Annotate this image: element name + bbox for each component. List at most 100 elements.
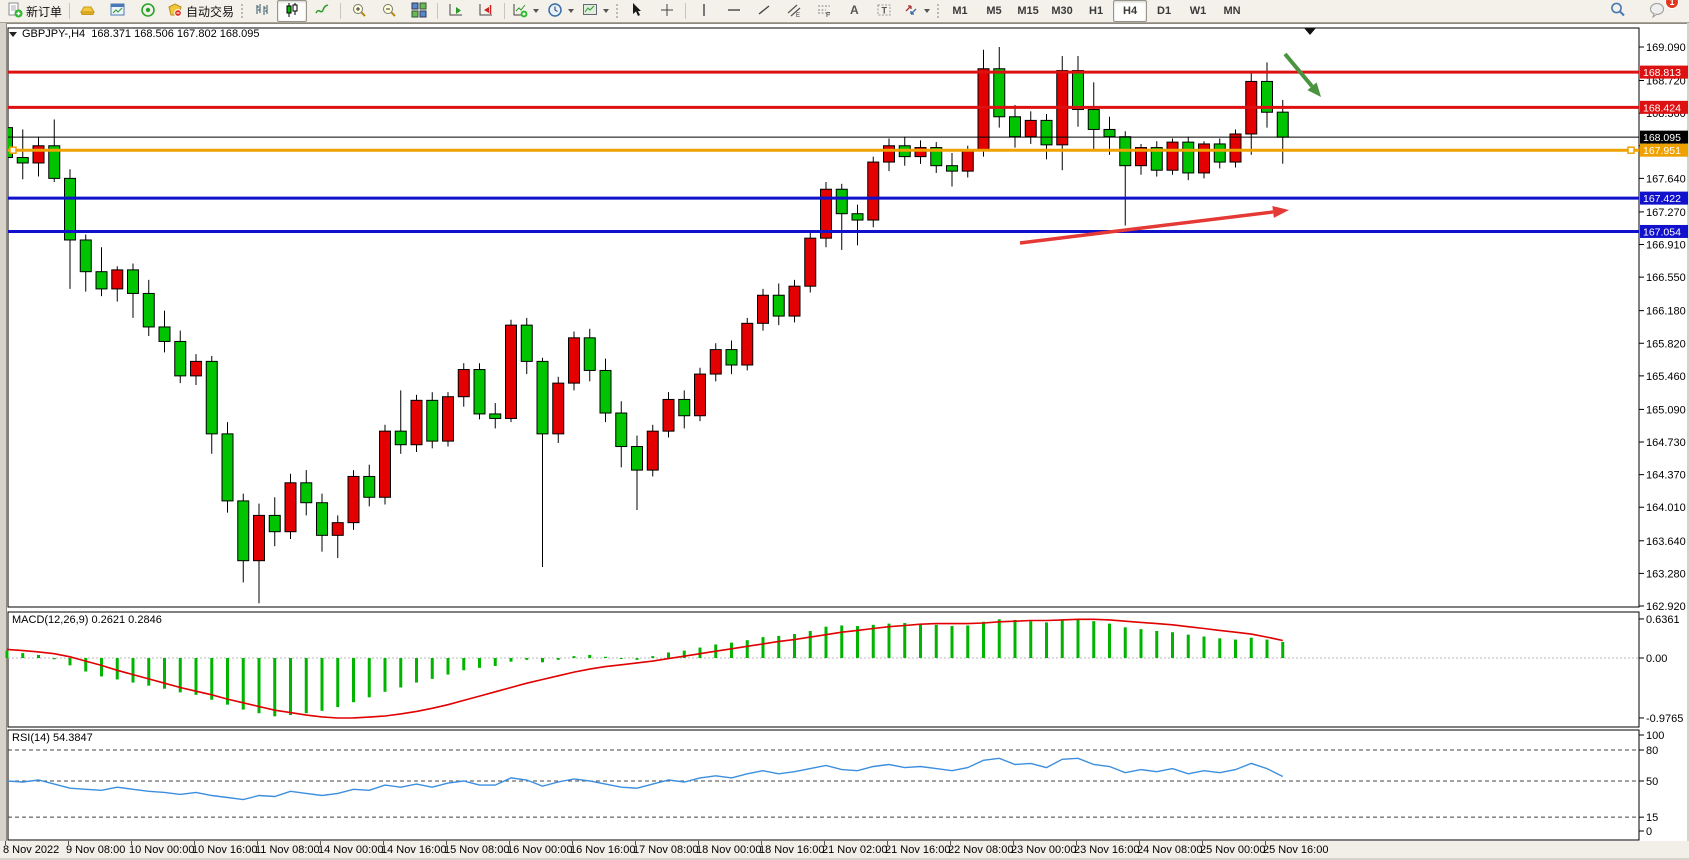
time-label: 21 Nov 16:00 [885, 844, 950, 856]
candle [379, 430, 391, 498]
crosshair-button[interactable] [652, 0, 682, 22]
time-label: 21 Nov 02:00 [822, 844, 887, 856]
search-button[interactable] [1602, 0, 1632, 22]
candle [835, 188, 848, 215]
rsi-tick: 100 [1646, 730, 1664, 742]
text-label-button[interactable]: T [869, 0, 899, 22]
chart-menu-button[interactable] [9, 31, 17, 37]
toolbar-grip[interactable] [615, 3, 621, 19]
price-tick: 165.090 [1646, 404, 1686, 416]
time-label: 14 Nov 16:00 [381, 844, 446, 856]
timeframe-button-M30[interactable]: M30 [1051, 5, 1073, 17]
notifications-button[interactable]: 1 [1642, 0, 1678, 22]
text-button[interactable]: A [839, 0, 869, 22]
gold-ingot-icon [80, 2, 96, 21]
signals-button[interactable] [133, 0, 163, 22]
svg-text:167.422: 167.422 [1643, 193, 1681, 205]
horizontal-line-icon [726, 2, 742, 21]
toolbar-grip[interactable] [240, 3, 246, 19]
candle [1213, 143, 1226, 163]
candle [347, 475, 360, 524]
time-label: 25 Nov 16:00 [1263, 844, 1328, 856]
macd-indicator-label: MACD(12,26,9) 0.2621 0.2846 [12, 614, 162, 626]
rsi-plot [7, 729, 1640, 841]
trendline-button[interactable] [749, 0, 779, 22]
timeframe-button-MN[interactable]: MN [1223, 5, 1241, 17]
zoom-in-button[interactable] [344, 0, 374, 22]
new-chart-icon [512, 2, 528, 21]
bar-chart-button[interactable] [247, 0, 277, 22]
auto-scroll-icon [448, 2, 464, 21]
candle [757, 294, 769, 324]
tile-windows-icon [411, 2, 427, 21]
candle [190, 360, 202, 377]
candle [300, 482, 313, 504]
macd-tick: -0.9765 [1646, 713, 1683, 725]
svg-text:A: A [850, 3, 859, 17]
price-tag [1640, 65, 1688, 79]
candle [331, 522, 344, 536]
fibonacci-button[interactable]: F [809, 0, 839, 22]
candle [221, 433, 234, 502]
price-tick: 162.920 [1646, 601, 1686, 613]
timeframe-button-H1[interactable]: H1 [1089, 5, 1104, 17]
new-chart-button[interactable] [508, 0, 543, 22]
vertical-line-button[interactable] [689, 0, 719, 22]
price-tick: 167.640 [1646, 173, 1686, 185]
bar-chart-icon [254, 2, 270, 21]
candle [284, 482, 297, 533]
chart-shift-button[interactable] [471, 0, 501, 22]
red-arrow-annotation[interactable] [1019, 210, 1274, 245]
template-button[interactable] [578, 0, 613, 22]
gold-button[interactable] [73, 0, 103, 22]
autotrade-button[interactable]: 自动交易 [163, 0, 238, 22]
green-arrow-annotation[interactable] [1283, 52, 1314, 88]
candle [725, 349, 738, 366]
zoom-out-button[interactable] [374, 0, 404, 22]
timeframe-button-M5[interactable]: M5 [986, 5, 1002, 17]
line-chart-button[interactable] [307, 0, 337, 22]
candle [426, 399, 439, 442]
price-tick: 167.270 [1646, 207, 1686, 219]
crosshair-icon [659, 2, 675, 21]
candle [1009, 116, 1021, 138]
candle [741, 322, 754, 366]
trendline-icon [756, 2, 772, 21]
zoom-out-icon [381, 2, 397, 21]
timeframe-button-M1[interactable]: M1 [952, 5, 968, 17]
tile-windows-button[interactable] [404, 0, 434, 22]
candle [1087, 109, 1100, 130]
candle [111, 269, 124, 290]
timeframe-button-H4[interactable]: H4 [1113, 0, 1148, 22]
candle [568, 337, 580, 384]
period-button[interactable] [543, 0, 578, 22]
arrows-button[interactable] [899, 0, 934, 22]
candle [79, 239, 92, 273]
candlestick-chart-button[interactable] [277, 0, 308, 22]
new-order-icon [7, 2, 23, 21]
chart-shift-marker[interactable] [1304, 28, 1316, 35]
candle [268, 514, 281, 533]
timeframe-button-W1[interactable]: W1 [1189, 5, 1207, 17]
candle [457, 369, 470, 398]
timeframe-button-M15[interactable]: M15 [1017, 5, 1039, 17]
channel-button[interactable]: E [779, 0, 809, 22]
candle [48, 145, 61, 179]
horizontal-line-button[interactable] [719, 0, 749, 22]
candle [363, 475, 376, 498]
chart-canvas[interactable]: 169.090168.720168.360168.000167.640167.2… [0, 23, 1689, 860]
candle [253, 514, 265, 562]
candle [316, 502, 328, 536]
market-watch-button[interactable] [103, 0, 133, 22]
auto-scroll-button[interactable] [441, 0, 471, 22]
timeframe-button-D1[interactable]: D1 [1157, 5, 1172, 17]
candle [1103, 128, 1116, 138]
candle [1040, 119, 1053, 146]
toolbar-grip[interactable] [936, 3, 942, 19]
svg-text:T: T [882, 5, 888, 15]
cursor-button[interactable] [622, 0, 652, 22]
symbol-ohlc-line: GBPJPY-,H4 168.371 168.506 167.802 168.0… [22, 28, 260, 40]
candle [788, 285, 801, 317]
new-order-button[interactable]: 新订单 [3, 0, 66, 22]
time-label: 23 Nov 16:00 [1074, 844, 1139, 856]
